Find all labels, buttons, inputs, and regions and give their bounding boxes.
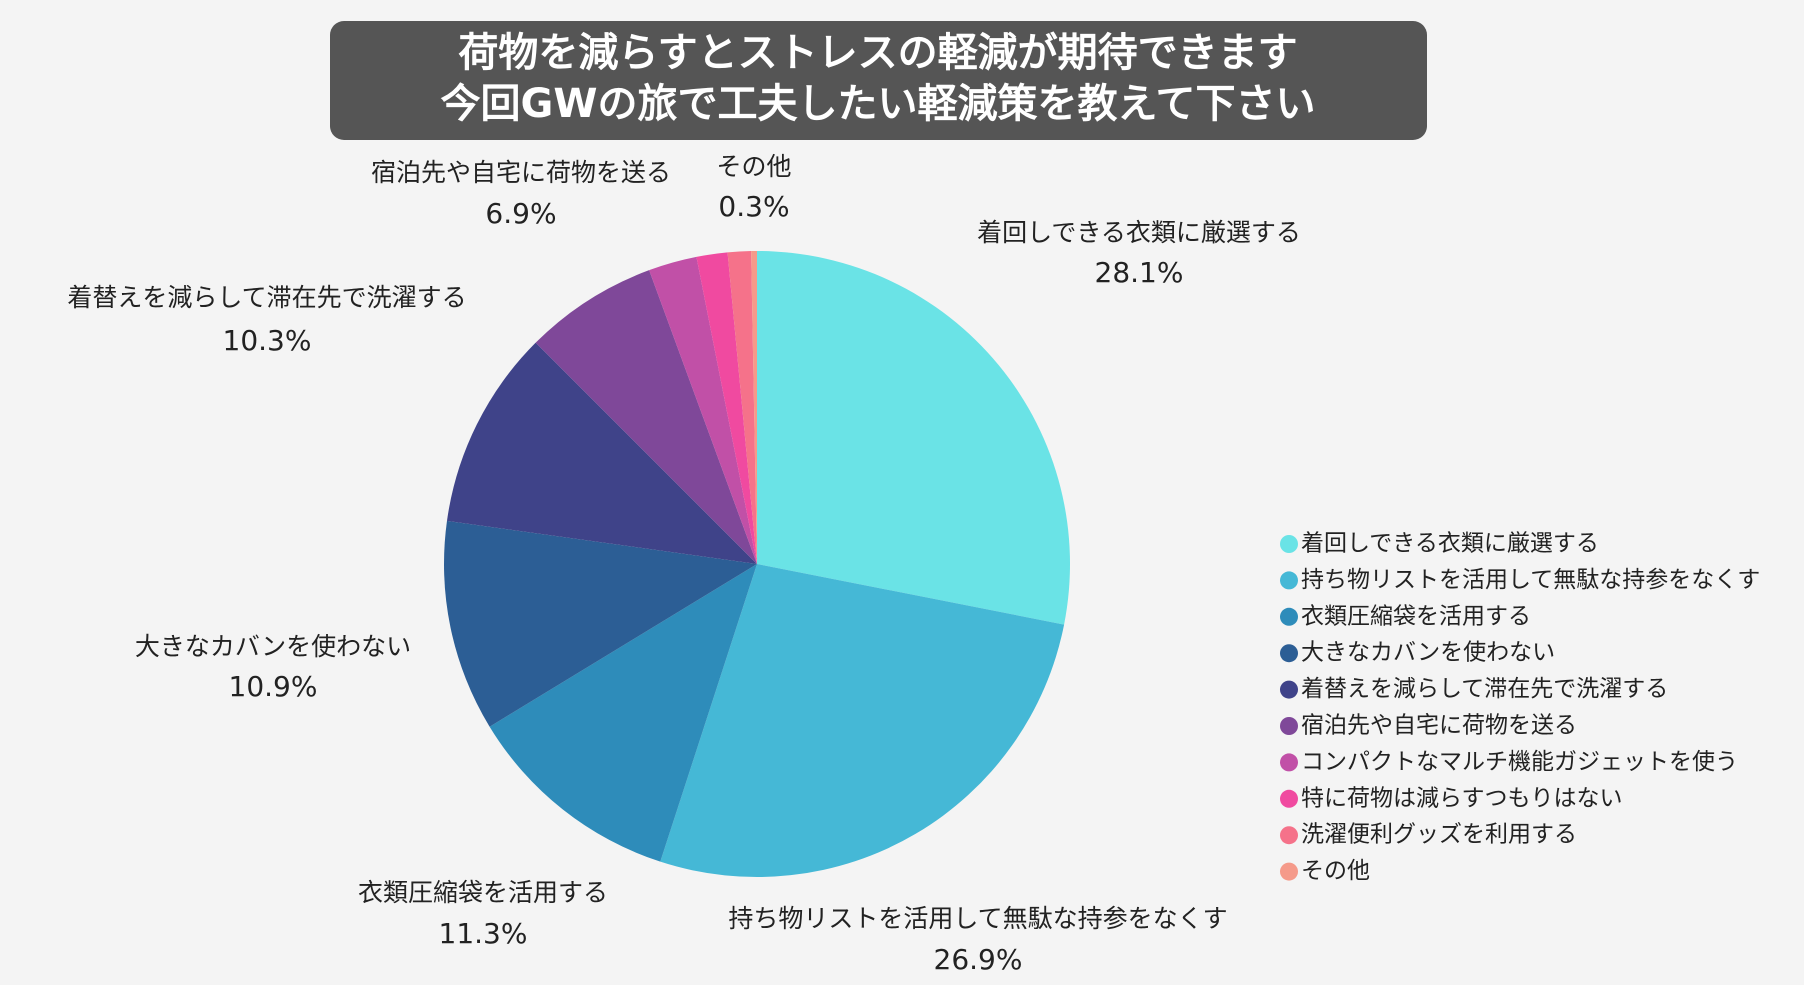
legend-marker bbox=[1280, 535, 1298, 553]
value-label: 28.1% bbox=[1095, 256, 1184, 289]
pie-slice bbox=[727, 251, 757, 564]
pie-slice bbox=[649, 256, 757, 564]
legend-label: その他 bbox=[1301, 858, 1370, 884]
value-label: 10.9% bbox=[229, 670, 318, 703]
legend-marker bbox=[1280, 680, 1298, 699]
value-label: 6.9% bbox=[485, 197, 556, 230]
pie-slice bbox=[444, 520, 757, 727]
slice-label: 宿泊先や自宅に荷物を送る bbox=[371, 158, 671, 187]
legend-label: 宿泊先や自宅に荷物を送る bbox=[1301, 713, 1577, 739]
slice-label: その他 bbox=[716, 152, 791, 181]
pie-slice bbox=[535, 270, 757, 564]
value-label: 11.3% bbox=[439, 917, 528, 950]
pie-slice bbox=[489, 564, 757, 862]
chart-title: 荷物を減らすとストレスの軽減が期待できます bbox=[458, 30, 1297, 76]
legend-marker bbox=[1280, 789, 1298, 808]
legend-label: コンパクトなマルチ機能ガジェットを使う bbox=[1301, 749, 1738, 775]
slice-label: 持ち物リストを活用して無駄な持参をなくす bbox=[728, 904, 1227, 933]
slice-label: 衣類圧縮袋を活用する bbox=[358, 878, 608, 907]
legend-label: 持ち物リストを活用して無駄な持参をなくす bbox=[1301, 567, 1760, 593]
legend-label: 着替えを減らして滞在先で洗濯する bbox=[1301, 676, 1668, 702]
legend-marker bbox=[1280, 644, 1298, 663]
value-label: 0.3% bbox=[718, 190, 789, 223]
title-box bbox=[330, 21, 1427, 140]
legend-label: 洗濯便利グッズを利用する bbox=[1301, 822, 1577, 848]
value-label: 10.3% bbox=[223, 324, 312, 357]
slice-label: 大きなカバンを使わない bbox=[135, 632, 411, 661]
legend-label: 大きなカバンを使わない bbox=[1301, 640, 1555, 666]
pie-slice bbox=[446, 342, 757, 564]
legend-marker bbox=[1280, 571, 1298, 590]
chart-title: 今回GWの旅で工夫したい軽減策を教えて下さい bbox=[441, 81, 1316, 127]
legend-marker bbox=[1280, 607, 1298, 626]
legend-marker bbox=[1280, 862, 1298, 881]
legend-marker bbox=[1280, 717, 1298, 735]
legend-marker bbox=[1280, 753, 1298, 772]
legend-label: 特に荷物は減らすつもりはない bbox=[1301, 785, 1623, 811]
pie-slice bbox=[751, 251, 757, 564]
legend-label: 衣類圧縮袋を活用する bbox=[1301, 603, 1531, 629]
pie-slice bbox=[660, 564, 1065, 877]
slice-label: 着替えを減らして滞在先で洗濯する bbox=[67, 283, 466, 312]
pie-slice bbox=[757, 251, 1070, 625]
slice-label: 着回しできる衣類に厳選する bbox=[977, 218, 1301, 247]
legend-label: 着回しできる衣類に厳選する bbox=[1301, 531, 1599, 557]
legend-marker bbox=[1280, 826, 1298, 845]
pie-slice bbox=[696, 252, 757, 564]
value-label: 26.9% bbox=[934, 943, 1023, 976]
